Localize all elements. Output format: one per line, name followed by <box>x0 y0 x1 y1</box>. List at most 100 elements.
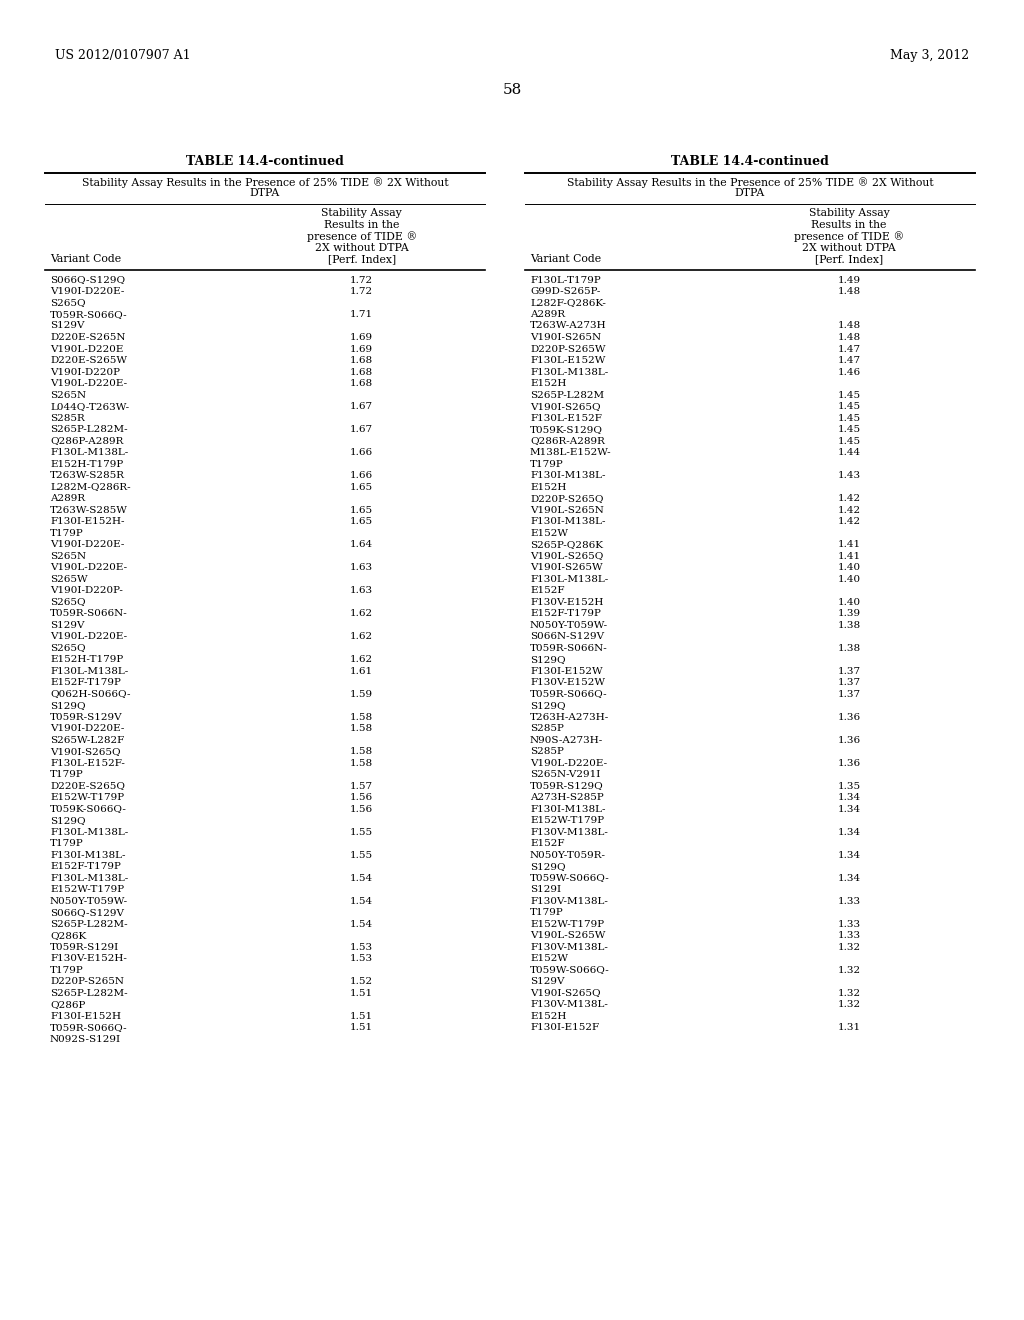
Text: E152H: E152H <box>530 379 566 388</box>
Text: S129Q: S129Q <box>530 862 565 871</box>
Text: Variant Code: Variant Code <box>530 253 601 264</box>
Text: V190L-D220E-: V190L-D220E- <box>50 379 127 388</box>
Text: 1.56: 1.56 <box>350 793 374 803</box>
Text: Results in the: Results in the <box>811 219 887 230</box>
Text: N050Y-T059R-: N050Y-T059R- <box>530 850 606 859</box>
Text: F130V-E152W: F130V-E152W <box>530 678 605 686</box>
Text: 1.51: 1.51 <box>350 989 374 998</box>
Text: S129Q: S129Q <box>50 701 86 710</box>
Text: Q286K: Q286K <box>50 931 86 940</box>
Text: F130V-M138L-: F130V-M138L- <box>530 828 608 837</box>
Text: E152H: E152H <box>530 1011 566 1020</box>
Text: 1.62: 1.62 <box>350 609 374 618</box>
Text: 1.34: 1.34 <box>838 828 860 837</box>
Text: F130I-E152H: F130I-E152H <box>50 1011 121 1020</box>
Text: Stability Assay: Stability Assay <box>322 209 402 218</box>
Text: A289R: A289R <box>530 310 565 319</box>
Text: TABLE 14.4-continued: TABLE 14.4-continued <box>186 154 344 168</box>
Text: 58: 58 <box>503 83 521 96</box>
Text: 1.56: 1.56 <box>350 804 374 813</box>
Text: S265Q: S265Q <box>50 298 86 308</box>
Text: 1.52: 1.52 <box>350 977 374 986</box>
Text: 1.55: 1.55 <box>350 850 374 859</box>
Text: 1.47: 1.47 <box>838 356 860 366</box>
Text: Q286R-A289R: Q286R-A289R <box>530 437 605 446</box>
Text: D220P-S265Q: D220P-S265Q <box>530 494 603 503</box>
Text: 1.69: 1.69 <box>350 345 374 354</box>
Text: 2X without DTPA: 2X without DTPA <box>315 243 409 252</box>
Text: E152F-T179P: E152F-T179P <box>50 678 121 686</box>
Text: T059R-S066Q-: T059R-S066Q- <box>50 310 128 319</box>
Text: V190I-D220E-: V190I-D220E- <box>50 723 124 733</box>
Text: V190I-D220E-: V190I-D220E- <box>50 286 124 296</box>
Text: L282M-Q286R-: L282M-Q286R- <box>50 483 131 491</box>
Text: S129V: S129V <box>530 977 564 986</box>
Text: S129I: S129I <box>530 884 561 894</box>
Text: L282F-Q286K-: L282F-Q286K- <box>530 298 606 308</box>
Text: 1.58: 1.58 <box>350 747 374 756</box>
Text: D220E-S265N: D220E-S265N <box>50 333 126 342</box>
Text: [Perf. Index]: [Perf. Index] <box>815 253 883 264</box>
Text: F130L-M138L-: F130L-M138L- <box>530 574 608 583</box>
Text: 1.61: 1.61 <box>350 667 374 676</box>
Text: F130L-M138L-: F130L-M138L- <box>50 667 128 676</box>
Text: V190L-D220E: V190L-D220E <box>50 345 123 354</box>
Text: 1.65: 1.65 <box>350 483 374 491</box>
Text: T059R-S066N-: T059R-S066N- <box>50 609 128 618</box>
Text: S285R: S285R <box>50 413 85 422</box>
Text: F130I-M138L-: F130I-M138L- <box>50 850 126 859</box>
Text: T059W-S066Q-: T059W-S066Q- <box>530 965 609 974</box>
Text: 1.40: 1.40 <box>838 598 860 606</box>
Text: F130V-M138L-: F130V-M138L- <box>530 1001 608 1008</box>
Text: E152F-T179P: E152F-T179P <box>50 862 121 871</box>
Text: T179P: T179P <box>50 840 84 847</box>
Text: V190L-D220E-: V190L-D220E- <box>50 632 127 642</box>
Text: T179P: T179P <box>50 770 84 779</box>
Text: F130I-E152W: F130I-E152W <box>530 667 603 676</box>
Text: F130V-M138L-: F130V-M138L- <box>530 942 608 952</box>
Text: F130L-E152F-: F130L-E152F- <box>50 759 125 767</box>
Text: T179P: T179P <box>50 965 84 974</box>
Text: 1.45: 1.45 <box>838 437 860 446</box>
Text: 1.66: 1.66 <box>350 447 374 457</box>
Text: F130I-M138L-: F130I-M138L- <box>530 471 605 480</box>
Text: Variant Code: Variant Code <box>50 253 121 264</box>
Text: 1.67: 1.67 <box>350 403 374 411</box>
Text: S265P-L282M: S265P-L282M <box>530 391 604 400</box>
Text: 1.58: 1.58 <box>350 723 374 733</box>
Text: S066Q-S129Q: S066Q-S129Q <box>50 276 125 285</box>
Text: V190L-S265W: V190L-S265W <box>530 931 605 940</box>
Text: 1.34: 1.34 <box>838 874 860 883</box>
Text: V190I-S265Q: V190I-S265Q <box>530 403 601 411</box>
Text: F130I-E152H-: F130I-E152H- <box>50 517 125 525</box>
Text: M138L-E152W-: M138L-E152W- <box>530 447 611 457</box>
Text: F130L-M138L-: F130L-M138L- <box>530 367 608 376</box>
Text: N092S-S129I: N092S-S129I <box>50 1035 121 1044</box>
Text: F130I-E152F: F130I-E152F <box>530 1023 599 1032</box>
Text: 1.45: 1.45 <box>838 403 860 411</box>
Text: 1.67: 1.67 <box>350 425 374 434</box>
Text: F130V-M138L-: F130V-M138L- <box>530 896 608 906</box>
Text: 1.34: 1.34 <box>838 793 860 803</box>
Text: 1.32: 1.32 <box>838 989 860 998</box>
Text: 1.40: 1.40 <box>838 574 860 583</box>
Text: 1.72: 1.72 <box>350 276 374 285</box>
Text: S265W: S265W <box>50 574 88 583</box>
Text: S265N: S265N <box>50 552 86 561</box>
Text: D220E-S265W: D220E-S265W <box>50 356 127 366</box>
Text: T263H-A273H-: T263H-A273H- <box>530 713 609 722</box>
Text: S285P: S285P <box>530 723 564 733</box>
Text: 1.59: 1.59 <box>350 689 374 698</box>
Text: E152H: E152H <box>530 483 566 491</box>
Text: 1.47: 1.47 <box>838 345 860 354</box>
Text: S265N-V291I: S265N-V291I <box>530 770 600 779</box>
Text: V190I-S265W: V190I-S265W <box>530 564 603 572</box>
Text: F130V-E152H-: F130V-E152H- <box>50 954 127 964</box>
Text: E152W-T179P: E152W-T179P <box>530 816 604 825</box>
Text: T059K-S129Q: T059K-S129Q <box>530 425 603 434</box>
Text: 1.39: 1.39 <box>838 609 860 618</box>
Text: S265P-Q286K: S265P-Q286K <box>530 540 603 549</box>
Text: 1.63: 1.63 <box>350 586 374 595</box>
Text: 1.42: 1.42 <box>838 517 860 525</box>
Text: E152W-T179P: E152W-T179P <box>50 793 124 803</box>
